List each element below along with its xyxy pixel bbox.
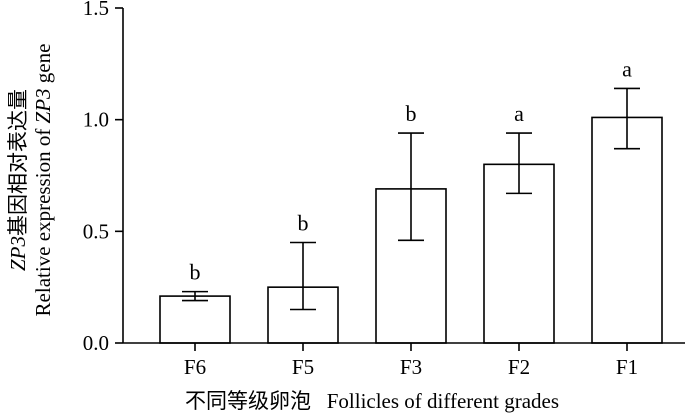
- significance-labels: b b b a a: [190, 56, 633, 284]
- significance-label: b: [298, 211, 309, 236]
- y-tick-label: 0.5: [83, 219, 109, 243]
- y-axis-title-line1: ZP3基因相对表达量: [6, 89, 30, 271]
- significance-label: a: [622, 56, 632, 81]
- x-tick-label: F6: [184, 355, 206, 379]
- significance-label: b: [190, 260, 201, 285]
- y-tick-label: 1.5: [83, 0, 109, 20]
- y-tick-label: 0.0: [83, 331, 109, 355]
- bar-f6: [159, 295, 231, 344]
- bars: [159, 116, 663, 344]
- x-axis-title: 不同等级卵泡 Follicles of different grades: [185, 389, 559, 413]
- x-tick-label: F1: [616, 355, 638, 379]
- x-tick-label: F5: [292, 355, 314, 379]
- significance-label: a: [514, 101, 524, 126]
- y-axis-title-line2: Relative expression of ZP3 gene: [31, 44, 55, 317]
- x-tick-label: F2: [508, 355, 530, 379]
- x-axis: F6 F5 F3 F2 F1: [123, 342, 685, 379]
- y-axis: 0.0 0.5 1.0 1.5: [83, 0, 124, 355]
- significance-label: b: [406, 101, 417, 126]
- bar-f1: [591, 116, 663, 344]
- x-tick-label: F3: [400, 355, 422, 379]
- y-tick-label: 1.0: [83, 108, 109, 132]
- error-bars: [182, 87, 640, 311]
